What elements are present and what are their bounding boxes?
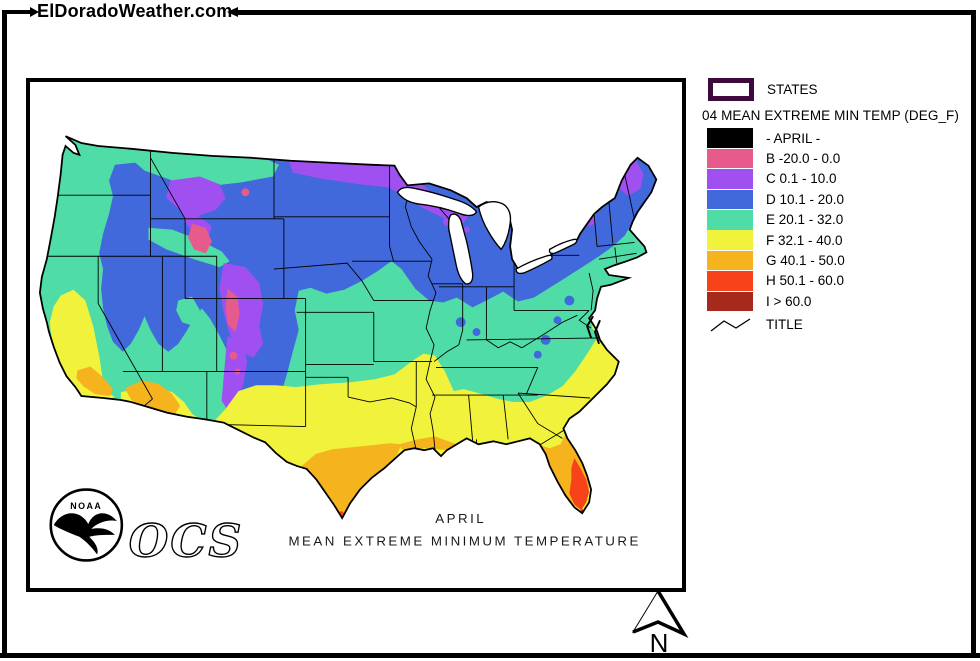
legend-item-label: E 20.1 - 32.0 bbox=[766, 212, 844, 228]
legend-swatch bbox=[707, 210, 753, 230]
chesapeake-bay-detail bbox=[586, 315, 601, 345]
legend-item-label: B -20.0 - 0.0 bbox=[766, 151, 841, 167]
noaa-bird-icon bbox=[53, 513, 117, 555]
legend-item-label: D 10.1 - 20.0 bbox=[766, 191, 845, 207]
map-region-pink-b bbox=[188, 188, 250, 375]
legend-item-label: F 32.1 - 40.0 bbox=[766, 232, 843, 248]
legend-row: C 0.1 - 10.0 bbox=[702, 169, 976, 189]
us-temperature-map: NOAA OCS APRIL MEAN EXTREME MINIMUM TEMP… bbox=[38, 135, 658, 568]
map-title-line1: APRIL bbox=[435, 511, 486, 526]
legend-rows: - APRIL - B -20.0 - 0.0 C 0.1 - 10.0 D 1… bbox=[702, 128, 976, 312]
lake-huron bbox=[477, 201, 512, 251]
header-rule-right bbox=[238, 10, 971, 15]
states-swatch bbox=[708, 78, 754, 101]
header-arrow-left-icon bbox=[227, 7, 238, 17]
page-border-bottom bbox=[0, 653, 980, 658]
legend-swatch bbox=[707, 291, 753, 312]
map-region-yellow-f bbox=[120, 337, 619, 519]
legend-item-label: - APRIL - bbox=[766, 130, 821, 146]
legend-title-item: TITLE bbox=[702, 315, 976, 335]
state-borders bbox=[41, 145, 637, 451]
great-lakes bbox=[396, 186, 578, 285]
site-title: ElDoradoWeather.com bbox=[37, 1, 233, 21]
legend-item-label: I > 60.0 bbox=[766, 293, 812, 309]
legend-states-row: STATES bbox=[702, 78, 976, 101]
legend-row: G 40.1 - 50.0 bbox=[702, 250, 976, 271]
map-region-blue-dots bbox=[455, 295, 575, 359]
polyline-sample-icon bbox=[710, 317, 751, 332]
legend-swatch bbox=[707, 250, 753, 271]
page-border-left bbox=[2, 10, 7, 656]
page-border-right bbox=[971, 10, 976, 656]
legend-item-label: H 50.1 - 60.0 bbox=[766, 273, 845, 289]
legend: STATES 04 MEAN EXTREME MIN TEMP (DEG_F) … bbox=[702, 78, 976, 335]
lake-michigan bbox=[447, 213, 474, 285]
legend-swatch bbox=[707, 128, 753, 148]
north-label: N bbox=[650, 628, 669, 656]
legend-swatch bbox=[707, 271, 753, 291]
noaa-logo-text: NOAA bbox=[70, 501, 102, 511]
legend-swatch bbox=[707, 148, 753, 169]
legend-row: B -20.0 - 0.0 bbox=[702, 148, 976, 169]
header-rule-left bbox=[2, 10, 30, 14]
legend-swatch bbox=[707, 169, 753, 189]
lake-superior bbox=[396, 186, 478, 217]
legend-title-label: TITLE bbox=[766, 317, 803, 333]
legend-row: F 32.1 - 40.0 bbox=[702, 230, 976, 250]
map-title-line2: MEAN EXTREME MINIMUM TEMPERATURE bbox=[288, 534, 640, 549]
legend-swatch bbox=[707, 189, 753, 210]
noaa-logo: NOAA bbox=[49, 488, 124, 562]
map-region-green-border-strip bbox=[130, 150, 279, 187]
ocs-text: OCS bbox=[129, 514, 243, 568]
map-region-snake-plain bbox=[148, 227, 230, 268]
lake-ontario bbox=[548, 238, 578, 255]
legend-item-label: C 0.1 - 10.0 bbox=[766, 171, 837, 187]
lake-erie bbox=[515, 254, 553, 275]
legend-row: E 20.1 - 32.0 bbox=[702, 210, 976, 230]
legend-row: D 10.1 - 20.0 bbox=[702, 189, 976, 210]
legend-item-label: G 40.1 - 50.0 bbox=[766, 253, 845, 269]
legend-row: H 50.1 - 60.0 bbox=[702, 271, 976, 291]
map-panel: NOAA OCS APRIL MEAN EXTREME MINIMUM TEMP… bbox=[26, 78, 686, 592]
states-label: STATES bbox=[767, 82, 818, 97]
legend-row: - APRIL - bbox=[702, 128, 976, 148]
north-arrow: N bbox=[628, 588, 690, 658]
map-region-california-yellow bbox=[49, 289, 115, 400]
legend-swatch bbox=[707, 230, 753, 250]
map-region-utah-green bbox=[176, 296, 200, 327]
legend-row: I > 60.0 bbox=[702, 291, 976, 312]
legend-layer-title: 04 MEAN EXTREME MIN TEMP (DEG_F) bbox=[702, 108, 959, 123]
header-arrow-right-icon bbox=[30, 7, 39, 17]
